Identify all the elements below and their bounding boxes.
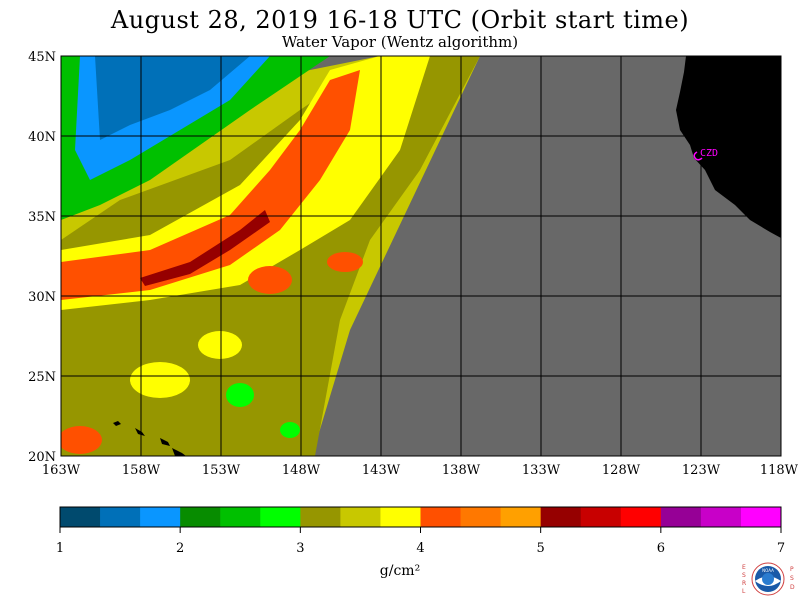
colorbar-swatch — [740, 507, 782, 527]
lat-tick-label: 25N — [28, 370, 56, 385]
colorbar-swatch — [420, 507, 462, 527]
lat-tick-label: 30N — [28, 290, 56, 305]
svg-text:NOAA: NOAA — [762, 568, 774, 573]
patch-green-2 — [280, 422, 300, 438]
latitude-labels: 45N 40N 35N 30N 25N 20N — [28, 50, 56, 465]
colorbar-swatch — [260, 507, 301, 527]
lon-tick-label: 138W — [442, 463, 481, 478]
patch-plume-east — [327, 252, 363, 272]
landmasses — [113, 56, 781, 456]
logo-left-letter: E — [742, 564, 746, 571]
logo-left-letter: L — [742, 588, 746, 595]
lon-tick-label: 153W — [202, 463, 241, 478]
hawaii-island-3 — [160, 438, 170, 446]
colorbar — [59, 506, 782, 528]
colorbar-swatch — [620, 507, 662, 527]
patch-yellow-1 — [130, 362, 190, 398]
lon-tick-label: 143W — [362, 463, 401, 478]
patch-green-1 — [226, 383, 254, 407]
field-northwest-core — [95, 56, 250, 140]
station-czd-marker: CZD — [693, 148, 718, 161]
lon-tick-label: 123W — [682, 463, 721, 478]
map-frame — [60, 55, 782, 457]
colorbar-tick-label: 6 — [657, 541, 665, 556]
colorbar-swatch — [380, 507, 421, 527]
colorbar-tick-label: 7 — [777, 541, 785, 556]
colorbar-swatch — [100, 507, 141, 527]
logo-right-letter: S — [790, 575, 794, 582]
lon-tick-label: 118W — [760, 463, 799, 478]
logo-right-letter: P — [790, 566, 794, 573]
graticule — [61, 56, 781, 456]
chart-subtitle: Water Vapor (Wentz algorithm) — [281, 33, 519, 51]
colorbar-swatch — [60, 507, 101, 527]
colorbar-swatch — [140, 507, 181, 527]
hawaii-island-4 — [172, 448, 186, 456]
lon-tick-label: 158W — [122, 463, 161, 478]
patch-plume-mid — [248, 266, 292, 294]
colorbar-swatch — [660, 507, 702, 527]
colorbar-tick-label: 1 — [56, 541, 64, 556]
colorbar-swatch — [220, 507, 261, 527]
lat-tick-label: 35N — [28, 210, 56, 225]
patch-yellow-2 — [198, 331, 242, 359]
map-area — [61, 56, 781, 456]
lat-tick-label: 20N — [28, 450, 56, 465]
colorbar-swatch — [540, 507, 582, 527]
hawaii-island-1 — [113, 421, 121, 426]
colorbar-swatch — [300, 507, 341, 527]
colorbar-tick-label: 4 — [416, 541, 424, 556]
logo-right-letter: D — [790, 584, 795, 591]
longitude-labels: 163W 158W 153W 148W 143W 138W 133W 128W 123W 118W — [42, 463, 799, 478]
colorbar-swatch — [180, 507, 221, 527]
north-america — [676, 56, 781, 238]
lon-tick-label: 133W — [522, 463, 561, 478]
colorbar-swatch — [700, 507, 742, 527]
colorbar-swatch — [580, 507, 622, 527]
field-plume-core — [140, 210, 270, 286]
logo-left-letter: S — [742, 572, 746, 579]
lon-tick-label: 148W — [282, 463, 321, 478]
patch-plume-south — [61, 426, 102, 454]
lon-tick-label: 163W — [42, 463, 81, 478]
colorbar-tick-label: 3 — [296, 541, 304, 556]
data-swath — [61, 56, 480, 456]
colorbar-tick-labels: 1 2 3 4 5 6 7 — [56, 527, 785, 556]
colorbar-unit-label: g/cm² — [379, 563, 421, 579]
colorbar-swatch — [460, 507, 502, 527]
station-label: CZD — [700, 148, 718, 159]
colorbar-tick-label: 2 — [176, 541, 184, 556]
colorbar-swatch — [340, 507, 381, 527]
hawaii-island-2 — [135, 428, 145, 436]
lon-tick-label: 128W — [602, 463, 641, 478]
chart-title: August 28, 2019 16-18 UTC (Orbit start t… — [110, 6, 690, 34]
lat-tick-label: 40N — [28, 130, 56, 145]
lat-tick-label: 45N — [28, 50, 56, 65]
logo-left-letter: R — [742, 580, 746, 587]
colorbar-tick-label: 5 — [537, 541, 545, 556]
colorbar-swatch — [500, 507, 542, 527]
